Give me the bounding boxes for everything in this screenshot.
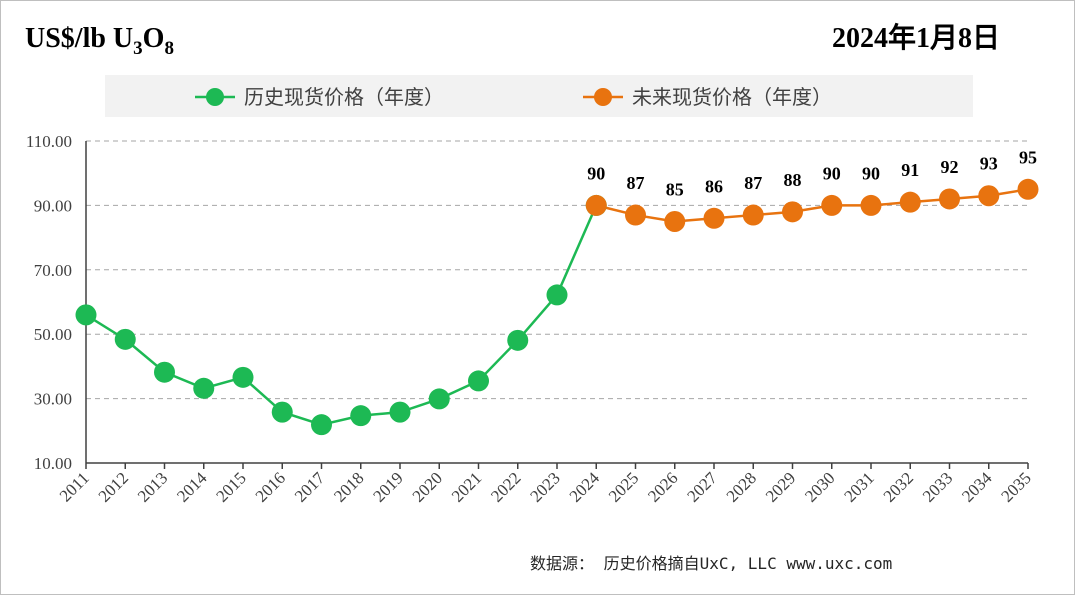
x-tick-label: 2025	[605, 468, 642, 505]
x-tick-label: 2029	[762, 468, 799, 505]
data-point-forecast	[625, 204, 646, 226]
axes	[85, 141, 1029, 469]
x-tick-label: 2023	[526, 468, 563, 505]
data-label: 93	[980, 154, 998, 174]
x-tick-label: 2017	[291, 468, 329, 506]
x-tick-label: 2028	[723, 468, 760, 505]
x-tick-label: 2014	[173, 468, 211, 506]
x-tick-label: 2020	[409, 468, 446, 505]
x-tick-label: 2030	[801, 468, 838, 505]
data-point-historical	[75, 304, 97, 326]
data-label: 85	[666, 180, 684, 200]
legend-item-forecast: 未来现货价格（年度）	[583, 85, 832, 109]
x-tick-label: 2021	[448, 468, 485, 505]
x-tick-labels: 2011 2012 2013 2014 2015 2016 2017 2018 2019 2020…	[56, 468, 1035, 506]
data-point-forecast	[899, 191, 921, 213]
series-line-historical	[85, 204, 598, 426]
source-note: 数据源： 历史价格摘自UxC, LLC www.uxc.com	[530, 554, 892, 573]
data-label: 86	[705, 176, 723, 196]
chart-date: 2024年1月8日	[832, 21, 1000, 54]
y-tick-label: 110.00	[26, 132, 72, 151]
x-tick-label: 2033	[919, 468, 956, 505]
data-label: 90	[862, 163, 880, 183]
legend-label-historical: 历史现货价格（年度）	[244, 85, 444, 109]
legend-item-historical: 历史现货价格（年度）	[195, 85, 444, 109]
x-tick-label: 2015	[212, 468, 249, 505]
data-point-historical	[468, 370, 489, 392]
data-point-forecast	[703, 207, 725, 229]
y-tick-label: 30.00	[34, 390, 72, 409]
data-point-forecast	[860, 194, 882, 216]
x-tick-label: 2022	[487, 468, 524, 505]
x-tick-label: 2011	[56, 468, 93, 505]
data-point-historical	[154, 361, 175, 383]
data-point-forecast	[978, 185, 1000, 207]
data-label: 88	[784, 170, 802, 190]
x-tick-label: 2012	[95, 468, 132, 505]
data-point-historical	[428, 388, 450, 410]
x-tick-label: 2032	[880, 468, 917, 505]
data-point-historical	[350, 405, 372, 427]
data-point-forecast	[782, 201, 803, 223]
legend-label-forecast: 未来现货价格（年度）	[632, 85, 832, 109]
data-label: 91	[901, 160, 919, 180]
data-point-historical	[193, 377, 215, 399]
data-point-forecast	[742, 204, 764, 226]
legend-marker-forecast	[594, 88, 612, 106]
y-tick-labels: 10.00 30.00 50.00 70.00 90.00 110.00	[26, 132, 72, 473]
data-point-forecast	[939, 188, 960, 210]
data-point-historical	[507, 329, 529, 351]
x-tick-label: 2018	[330, 468, 367, 505]
y-tick-label: 90.00	[34, 196, 72, 215]
data-label: 95	[1019, 147, 1037, 167]
data-point-historical	[114, 328, 136, 350]
data-point-forecast	[664, 211, 686, 232]
data-label: 87	[744, 173, 762, 193]
data-point-forecast	[1017, 178, 1039, 200]
data-point-forecast	[821, 194, 843, 216]
legend-marker-historical	[206, 88, 224, 106]
data-label: 90	[587, 163, 605, 183]
x-tick-label: 2031	[840, 468, 877, 505]
data-label: 92	[941, 157, 959, 177]
series-lines	[85, 188, 1029, 426]
data-point-historical	[271, 401, 293, 423]
data-point-historical	[311, 414, 332, 436]
x-tick-label: 2024	[566, 468, 604, 506]
data-point-historical	[389, 401, 411, 423]
x-tick-label: 2013	[134, 468, 171, 505]
x-tick-label: 2026	[644, 468, 681, 505]
y-tick-label: 50.00	[34, 325, 72, 344]
y-tick-label: 70.00	[34, 261, 72, 280]
data-point-historical	[546, 284, 568, 306]
series-points	[75, 178, 1039, 436]
data-label: 87	[627, 173, 645, 193]
x-tick-label: 2027	[683, 468, 721, 506]
gridlines	[86, 140, 1028, 400]
data-labels: 90 87 85 86 87 88 90 90 91 92 93 95	[587, 147, 1037, 199]
data-point-forecast	[585, 194, 607, 216]
x-tick-label: 2016	[252, 468, 289, 505]
data-label: 90	[823, 163, 841, 183]
chart-title: US$/lb U3O8	[25, 23, 174, 59]
legend-box	[105, 75, 973, 117]
y-tick-label: 10.00	[34, 454, 72, 473]
data-point-historical	[232, 366, 254, 388]
x-tick-label: 2019	[369, 468, 406, 505]
x-tick-label: 2035	[997, 468, 1034, 505]
x-tick-label: 2034	[958, 468, 996, 506]
